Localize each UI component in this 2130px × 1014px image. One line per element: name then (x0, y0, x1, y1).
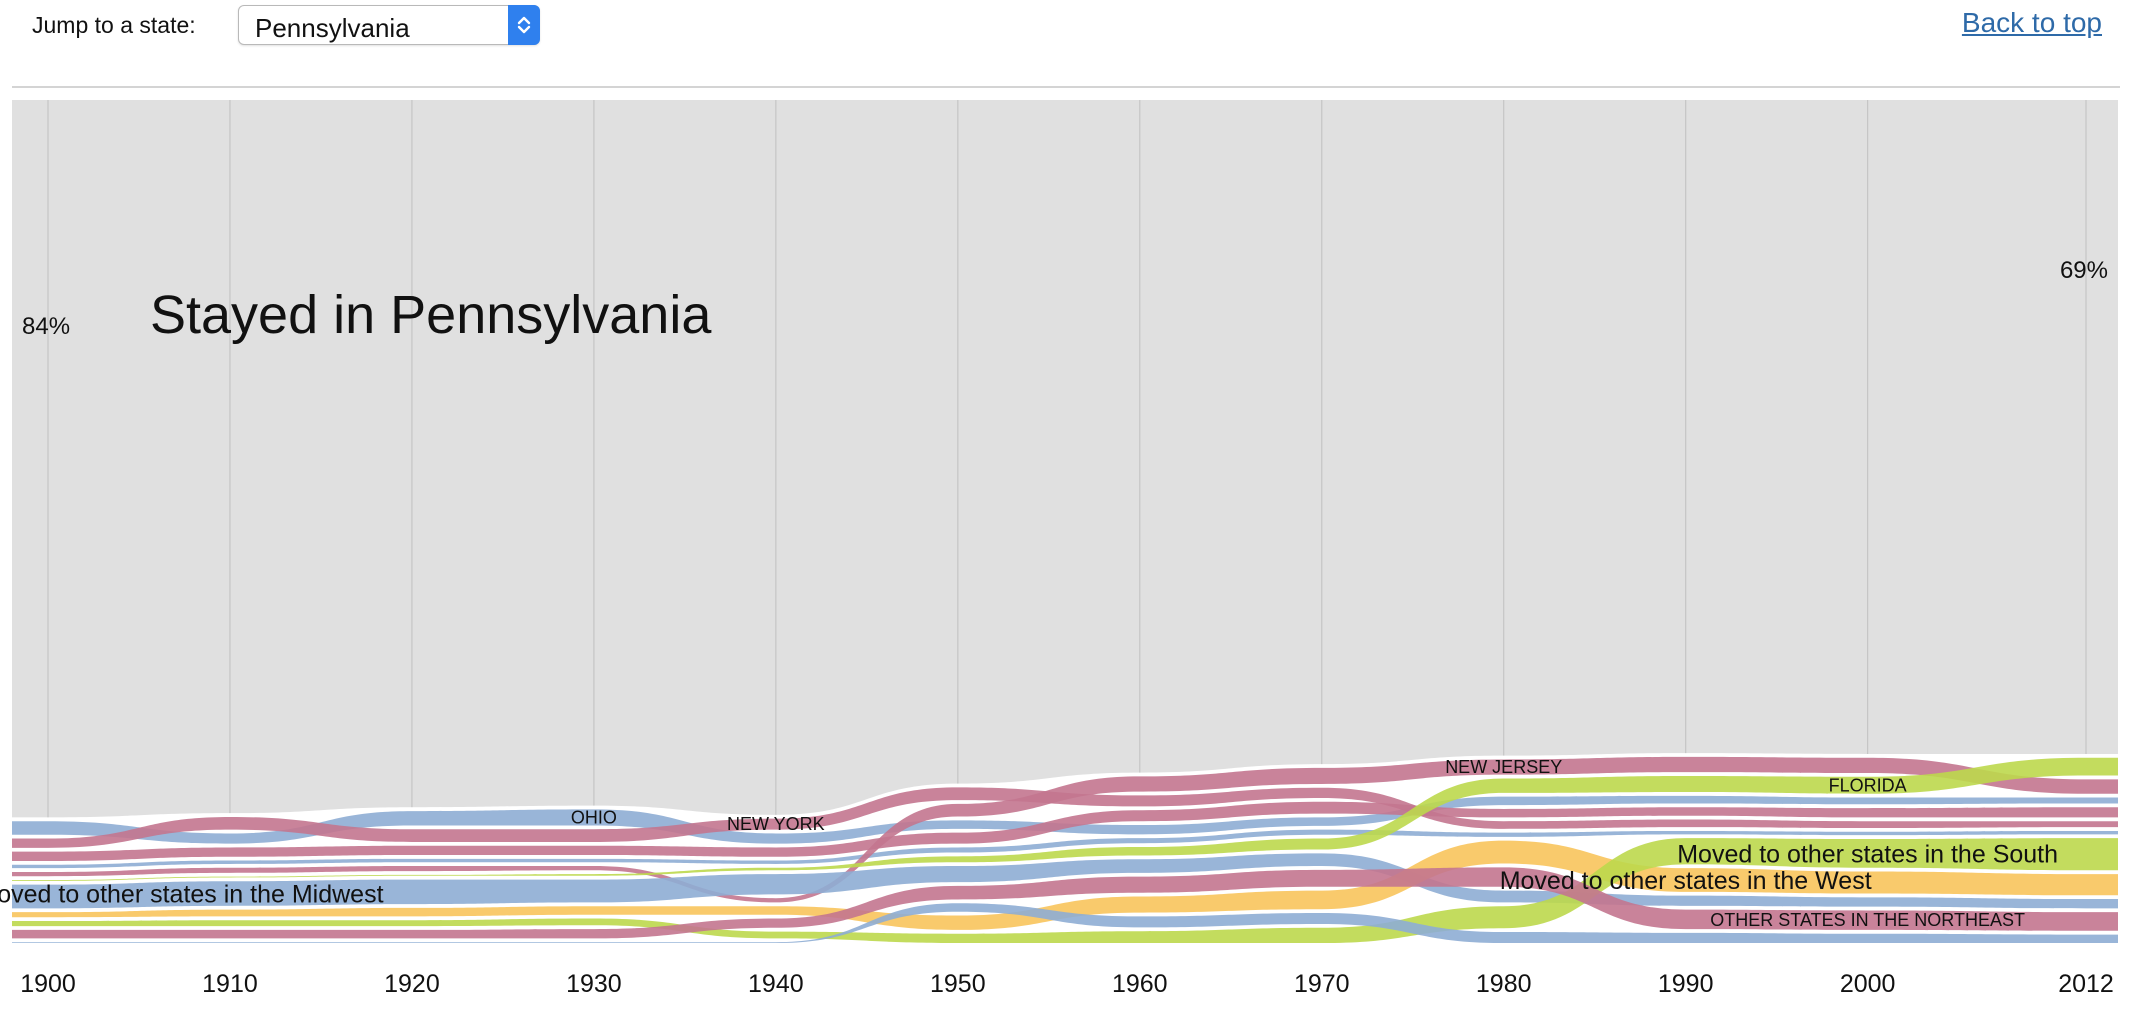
flow-band-new-jersey (12, 756, 2118, 903)
flow-label-new-jersey: NEW JERSEY (1445, 757, 1562, 777)
x-tick-label: 2000 (1840, 970, 1896, 998)
migration-flow-chart: OHIO NEW YORK NEW JERSEY FLORIDA Moved to ot… (0, 100, 2118, 998)
jump-to-state-label: Jump to a state: (32, 12, 196, 38)
x-tick-label: 1990 (1658, 970, 1714, 998)
x-tick-label: 1960 (1112, 970, 1168, 998)
x-tick-label: 1970 (1294, 970, 1350, 998)
x-tick-label: 1910 (202, 970, 258, 998)
divider-line (12, 86, 2120, 88)
flow-band-midwest-10 (12, 903, 2118, 944)
select-arrows-icon (508, 5, 540, 45)
flow-band-midwest-3 (12, 829, 2118, 869)
flow-label-new-york: NEW YORK (727, 814, 825, 834)
x-tick-label: 1900 (20, 970, 76, 998)
flow-label-moved-to-other-states-in-the-midwest: Moved to other states in the Midwest (0, 881, 384, 909)
top-bar: Jump to a state: Pennsylvania Back to to… (0, 0, 2130, 88)
x-tick-label: 1980 (1476, 970, 1532, 998)
flow-band-new-york (12, 787, 2118, 848)
flow-band-moved-to-other-states-in-the-south (12, 838, 2118, 944)
flow-band-northeast-2 (12, 801, 2118, 861)
flow-band-moved-to-other-states-in-the-west (12, 840, 2118, 930)
x-tick-label: 1950 (930, 970, 986, 998)
state-select[interactable]: Pennsylvania (238, 5, 540, 45)
state-select-value: Pennsylvania (255, 13, 410, 43)
back-to-top-link[interactable]: Back to top (1961, 7, 2102, 38)
flow-label-ohio: OHIO (571, 807, 617, 827)
flow-band-ohio (12, 795, 2118, 844)
x-tick-label: 1940 (748, 970, 804, 998)
x-tick-label: 2012 (2058, 970, 2114, 998)
flow-band-other-states-in-the-northeast (12, 867, 2118, 939)
flow-label-florida: FLORIDA (1829, 775, 1907, 795)
flow-band-florida (12, 757, 2118, 881)
flow-label-moved-to-other-states-in-the-south: Moved to other states in the South (1677, 840, 2058, 868)
x-tick-label: 1930 (566, 970, 622, 998)
flow-label-moved-to-other-states-in-the-west: Moved to other states in the West (1500, 867, 1872, 895)
start-share-label: 84% (22, 313, 70, 340)
flow-label-other-states-in-the-northeast: OTHER STATES IN THE NORTHEAST (1710, 910, 2025, 930)
end-share-label: 69% (2060, 257, 2108, 284)
stayed-label: Stayed in Pennsylvania (150, 285, 712, 345)
x-tick-label: 1920 (384, 970, 440, 998)
